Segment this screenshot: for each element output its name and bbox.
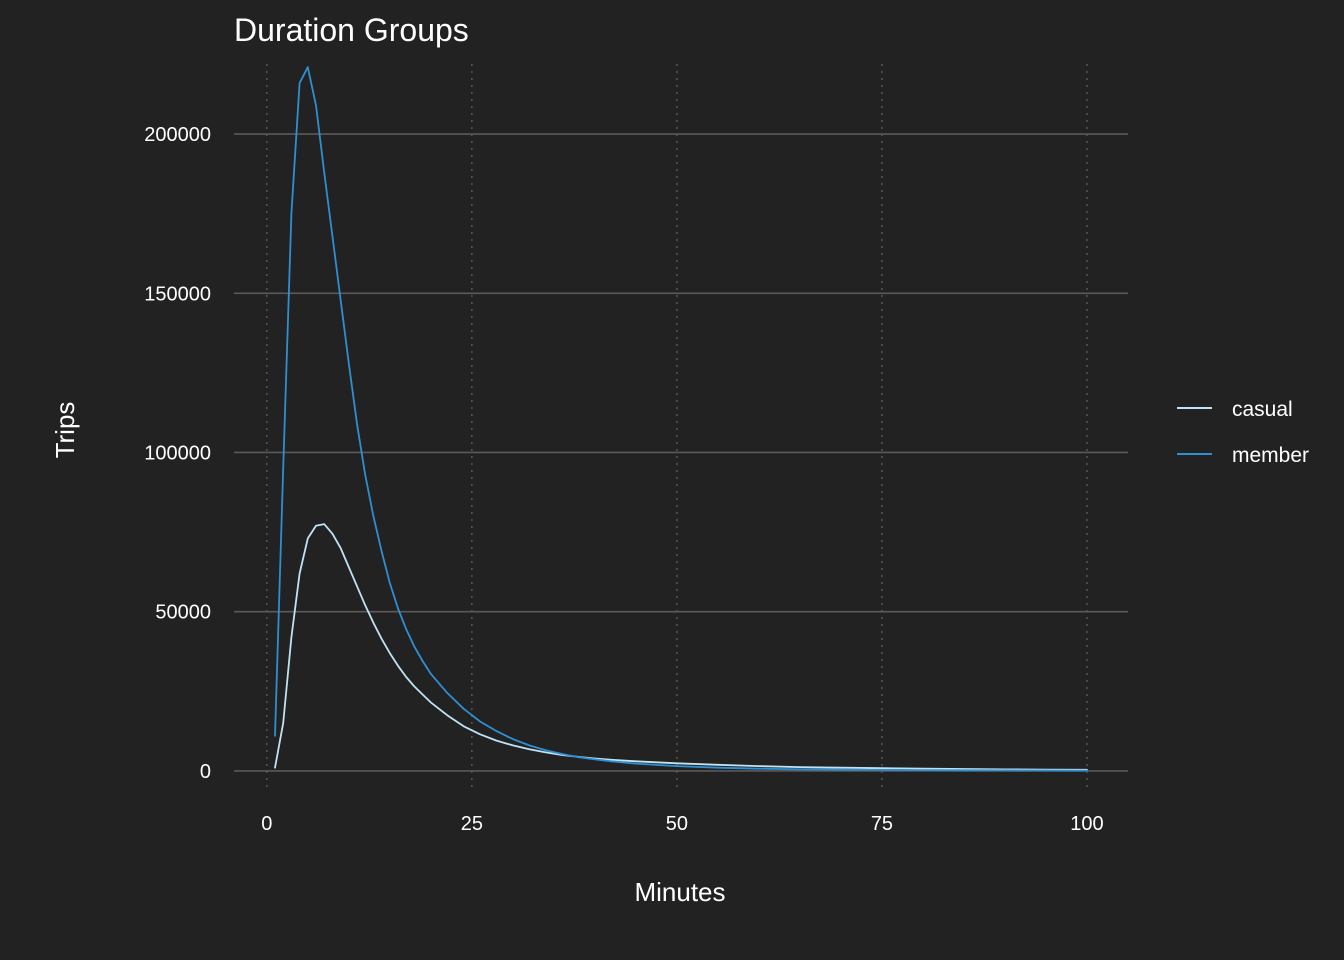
y-tick-label: 50000 bbox=[155, 602, 211, 624]
series-line-casual bbox=[274, 523, 1088, 771]
y-tick-label: 150000 bbox=[144, 283, 211, 305]
x-tick-labels: 0 25 50 75 100 bbox=[261, 813, 1103, 835]
x-tick-label: 100 bbox=[1070, 813, 1103, 835]
y-tick-label: 0 bbox=[200, 761, 211, 783]
legend-label-member: member bbox=[1232, 444, 1309, 467]
legend-label-casual: casual bbox=[1232, 398, 1293, 421]
series-layer bbox=[274, 66, 1088, 772]
x-tick-label: 0 bbox=[261, 813, 272, 835]
x-tick-label: 50 bbox=[666, 813, 688, 835]
x-tick-label: 75 bbox=[871, 813, 893, 835]
y-tick-labels: 0 50000 100000 150000 200000 bbox=[144, 124, 211, 783]
grid-layer bbox=[234, 64, 1128, 790]
x-tick-label: 25 bbox=[461, 813, 483, 835]
chart-title: Duration Groups bbox=[234, 12, 469, 48]
y-tick-label: 100000 bbox=[144, 442, 211, 464]
series-line-member bbox=[274, 66, 1088, 772]
y-axis-title: Trips bbox=[50, 402, 80, 459]
x-axis-title: Minutes bbox=[634, 877, 725, 907]
y-tick-label: 200000 bbox=[144, 124, 211, 146]
legend: casual member bbox=[1177, 398, 1309, 467]
